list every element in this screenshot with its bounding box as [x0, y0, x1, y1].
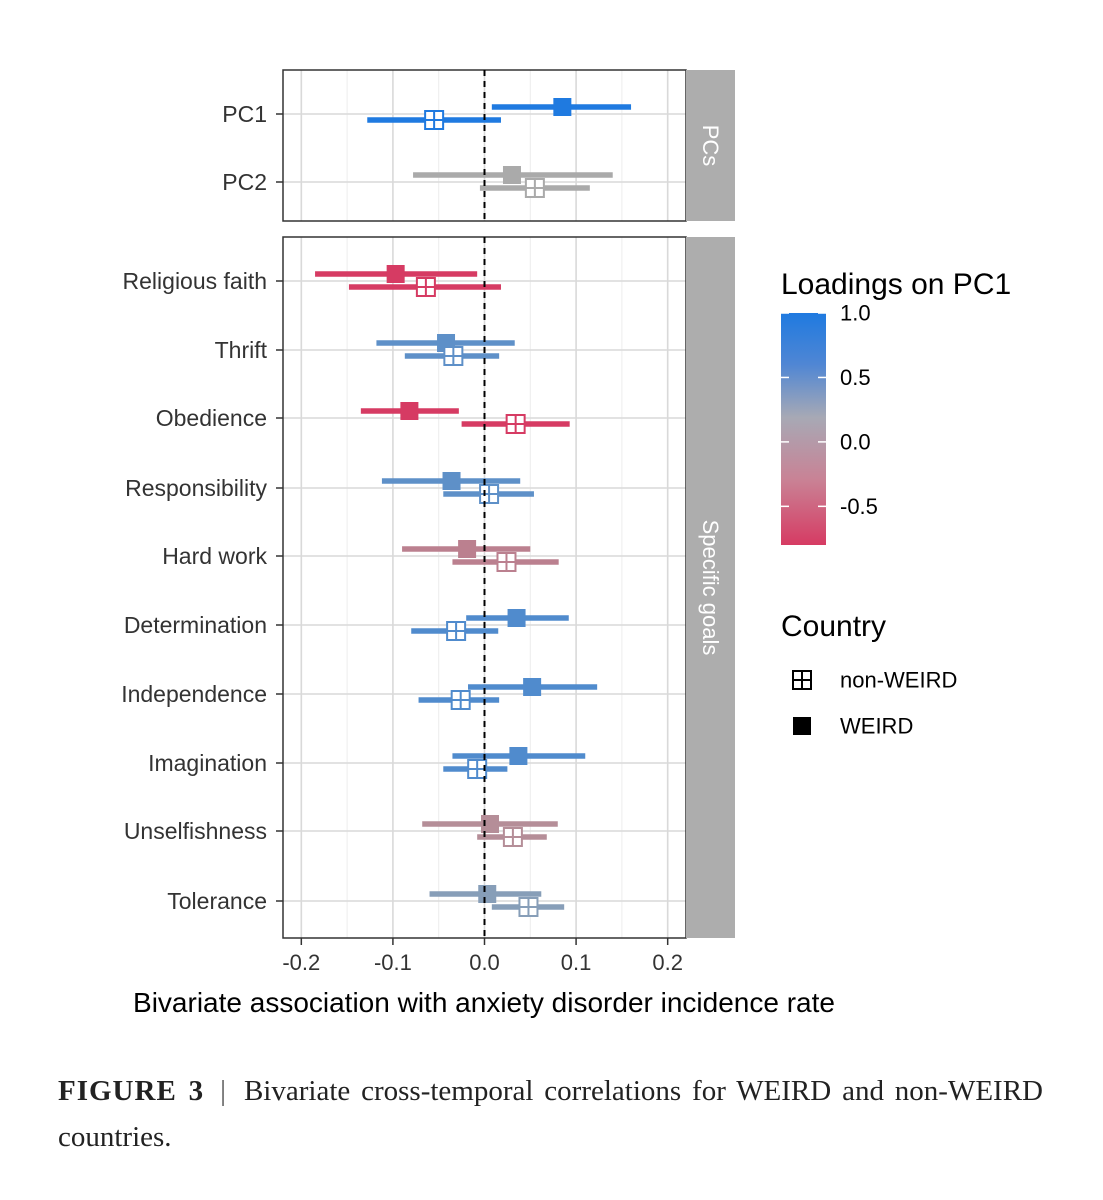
x-tick-label: 0.2: [652, 950, 683, 975]
point-weird: [553, 98, 572, 116]
y-tick-label: Imagination: [148, 750, 267, 776]
y-tick-label: Hard work: [162, 543, 267, 569]
point-weird: [458, 540, 477, 558]
caption-label: FIGURE 3: [58, 1075, 205, 1107]
caption-separator: |: [220, 1075, 226, 1107]
caption-text: Bivariate cross-temporal correlations fo…: [58, 1075, 1043, 1153]
x-axis-title: Bivariate association with anxiety disor…: [133, 987, 835, 1018]
color-bar-label: 0.5: [840, 365, 871, 390]
point-weird: [386, 265, 405, 283]
y-tick-label: Responsibility: [125, 475, 267, 501]
color-bar-label: -0.5: [840, 494, 878, 519]
facet-strip-label: PCs: [698, 125, 723, 167]
shape-legend-title: Country: [781, 610, 886, 643]
facet-strip: [686, 70, 735, 221]
y-tick-label: Determination: [124, 612, 267, 638]
point-weird: [523, 678, 542, 696]
point-weird: [509, 747, 528, 765]
color-bar-label: 0.0: [840, 429, 871, 454]
point-weird: [400, 402, 419, 420]
forest-plot: PCs PC1 PC2 Specific goals Religious faith Th…: [121, 69, 1011, 1018]
facet-strip: [686, 237, 735, 938]
color-bar: [781, 313, 826, 545]
shape-legend-label: WEIRD: [840, 714, 913, 739]
x-tick-label: 0.1: [561, 950, 592, 975]
y-tick-label: Obedience: [156, 405, 267, 431]
x-tick-label: -0.2: [282, 950, 320, 975]
figure-caption: FIGURE 3 | Bivariate cross-temporal correl…: [58, 1068, 1043, 1160]
point-weird: [502, 166, 521, 184]
point-weird: [480, 815, 499, 833]
x-tick-label: 0.0: [469, 950, 500, 975]
shape-legend-label: non-WEIRD: [840, 668, 957, 693]
y-tick-label: Independence: [121, 681, 267, 707]
point-weird: [442, 472, 461, 490]
legend-key-weird: [793, 717, 811, 735]
point-weird: [478, 885, 497, 903]
y-tick-label: Thrift: [215, 337, 268, 363]
y-tick-label: PC1: [222, 101, 267, 127]
y-tick-label: PC2: [222, 169, 267, 195]
y-tick-label: Religious faith: [123, 268, 267, 294]
point-weird: [507, 609, 526, 627]
color-bar-label: 1.0: [840, 301, 871, 326]
facet-strip-label: Specific goals: [698, 520, 723, 656]
x-tick-label: -0.1: [374, 950, 412, 975]
color-legend-title: Loadings on PC1: [781, 268, 1011, 301]
y-tick-label: Tolerance: [167, 888, 267, 914]
y-tick-label: Unselfishness: [124, 818, 267, 844]
